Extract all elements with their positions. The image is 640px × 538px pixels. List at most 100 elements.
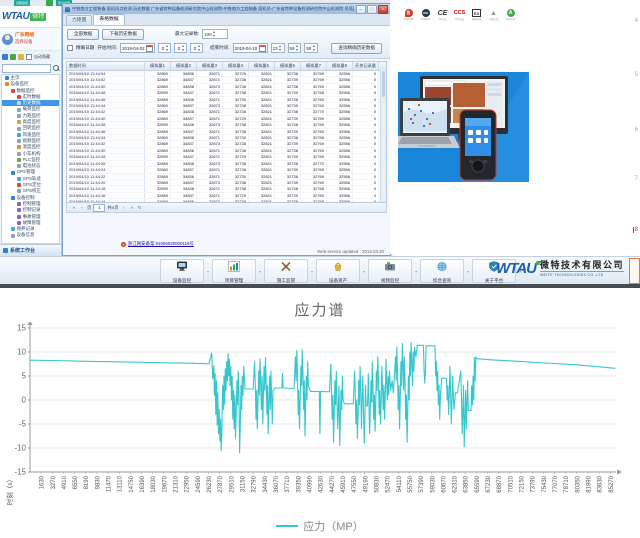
tree-item-16[interactable]: GPS轨迹	[2, 176, 59, 182]
start-minute-spinner[interactable]: 0	[174, 43, 188, 53]
end-hour-spinner[interactable]: 23	[270, 43, 285, 53]
end-minute-spinner[interactable]: 59	[287, 43, 302, 53]
tree-item-4[interactable]: 历史数据	[2, 100, 59, 107]
spinner-arrows-icon[interactable]	[197, 45, 201, 51]
column-header[interactable]: 模拟量3	[197, 62, 223, 70]
filing-link[interactable]: 浙江网安备案 61055020000118号	[128, 241, 194, 246]
table-row[interactable]: 2019/04/10 11:44:14 32860 34836 32673 32738 3…	[67, 199, 386, 202]
tree-item-1[interactable]: 设备监控	[2, 81, 59, 87]
scrollbar-thumb[interactable]	[382, 71, 385, 97]
tree-item-22[interactable]: 事故管理	[2, 214, 59, 220]
tree-item-10[interactable]: 视频监控	[2, 138, 59, 144]
tree-item-2[interactable]: 数据监控	[2, 88, 59, 94]
table-row[interactable]: 2019/04/10 11:44:46 32869 34836 32671 32730 3…	[67, 96, 386, 104]
table-row[interactable]: 2019/04/10 11:44:28 32899 34837 32671 32729 3…	[67, 154, 386, 161]
spinner-arrows-icon[interactable]	[295, 45, 299, 51]
table-row[interactable]: 2019/04/10 11:44:16 32869 34837 32671 32729 3…	[67, 192, 386, 200]
spinner-arrows-icon[interactable]	[279, 45, 283, 51]
dropdown-caret-icon[interactable]: ▾	[259, 268, 262, 274]
max-records-spinner[interactable]: 100	[202, 29, 229, 39]
tree-item-20[interactable]: 控制管理	[2, 201, 59, 207]
tree-item-13[interactable]: PLC监控	[2, 157, 59, 163]
tree-item-15[interactable]: GPS管理	[2, 169, 59, 175]
column-header[interactable]: 模拟量5	[249, 62, 275, 70]
pager-first-button[interactable]: «	[72, 205, 76, 210]
tree-item-18[interactable]: GPS校正	[2, 188, 59, 194]
dropdown-caret-icon[interactable]: ▾	[467, 268, 470, 274]
query-precise-history-button[interactable]: 查询精确历史数据	[331, 42, 383, 54]
workbench-bar[interactable]: 系统工作台	[0, 244, 61, 256]
device-search-input[interactable]	[2, 63, 51, 73]
table-row[interactable]: 2019/04/10 11:44:18 32899 34838 32671 32738 3…	[67, 186, 386, 193]
column-header[interactable]: 模拟量7	[301, 62, 327, 70]
tree-item-8[interactable]: 回转监控	[2, 125, 59, 131]
tree-item-25[interactable]: 设备信息	[2, 232, 59, 238]
launcher-button-shield[interactable]: 关于平台	[472, 259, 517, 283]
table-row[interactable]: 2019/04/10 11:44:48 32899 34837 32671 32738 3…	[67, 90, 386, 97]
table-row[interactable]: 2019/04/10 11:44:52 32869 34837 32671 32738 3…	[67, 77, 386, 84]
auto-hide-checkbox[interactable]	[26, 53, 32, 60]
table-row[interactable]: 2019/04/10 11:44:54 32860 34836 32671 32729 3…	[67, 71, 386, 78]
tree-item-9[interactable]: 风速监控	[2, 132, 59, 138]
tree-item-12[interactable]: 小车机构	[2, 151, 59, 157]
pager-refresh-icon[interactable]: ↻	[137, 204, 142, 210]
refresh-icon[interactable]	[10, 53, 16, 60]
dropdown-caret-icon[interactable]: ▾	[363, 268, 366, 274]
dropdown-caret-icon[interactable]: ▾	[311, 268, 314, 274]
all-data-button[interactable]: 全部数据	[67, 28, 100, 40]
pager-last-button[interactable]: »	[130, 205, 133, 210]
tree-item-6[interactable]: 力矩监控	[2, 113, 59, 119]
dropdown-caret-icon[interactable]: ▾	[415, 268, 418, 274]
spinner-arrows-icon[interactable]	[312, 45, 316, 51]
tree-item-11[interactable]: 温度监控	[2, 144, 59, 150]
precise-date-checkbox[interactable]	[67, 45, 73, 51]
table-row[interactable]: 2019/04/10 11:44:42 32869 34838 32671 32738 3…	[67, 109, 386, 116]
column-header[interactable]: 模拟量1	[145, 62, 171, 70]
download-history-button[interactable]: 下载历史数据	[102, 28, 144, 40]
spinner-arrows-icon[interactable]	[181, 45, 185, 51]
dropdown-caret-icon[interactable]: ▾	[207, 268, 210, 274]
tree-item-21[interactable]: 控制记录	[2, 207, 59, 213]
table-row[interactable]: 2019/04/10 11:44:40 32869 34837 32671 32729 3…	[67, 115, 386, 123]
tree-item-3[interactable]: 实时数据	[2, 94, 59, 100]
close-button[interactable]: ×	[378, 4, 388, 14]
start-date-picker[interactable]: 2019-04-02	[120, 43, 156, 53]
tab-moment-chart[interactable]: 力矩图	[66, 15, 93, 25]
top-strip-chip[interactable]: 远程监控	[14, 0, 31, 6]
launcher-button-asset[interactable]: 设备资产	[316, 259, 361, 283]
table-row[interactable]: 2019/04/10 11:44:50 32869 34838 32673 32738 3…	[67, 83, 386, 91]
search-icon[interactable]	[53, 65, 59, 71]
column-header[interactable]: 模拟量2	[171, 62, 197, 70]
pager-next-button[interactable]: ›	[122, 205, 125, 210]
table-row[interactable]: 2019/04/10 11:44:20 32869 34837 32673 32738 3…	[67, 179, 386, 187]
tab-table-data[interactable]: 表格数据	[93, 14, 125, 25]
launcher-button-camera[interactable]: 视频监控	[368, 259, 413, 283]
tree-item-5[interactable]: 载荷监控	[2, 106, 59, 112]
table-row[interactable]: 2019/04/10 11:44:38 32899 34836 32673 32738 3…	[67, 122, 386, 129]
launcher-button-monitor[interactable]: 设备监控	[160, 259, 204, 283]
launcher-button-tools[interactable]: 施工监管	[264, 259, 309, 283]
window-titlebar[interactable]: 中铁南方工程装备 塔机吊点检测 历史数据 广东省特种设备检测研究院中山检测院-中…	[63, 4, 390, 14]
tree-item-0[interactable]: 主页	[2, 75, 59, 81]
table-scrollbar[interactable]	[380, 70, 386, 202]
end-date-picker[interactable]: 2019-04-10	[232, 43, 268, 53]
tree-item-17[interactable]: GPS定位	[2, 182, 59, 188]
calendar-icon[interactable]	[258, 44, 266, 52]
start-second-spinner[interactable]: 0	[190, 43, 204, 53]
spinner-arrows-icon[interactable]	[165, 45, 169, 51]
folder-icon[interactable]	[18, 53, 24, 60]
tree-item-7[interactable]: 高度监控	[2, 119, 59, 125]
column-header[interactable]: 模拟量6	[275, 62, 301, 70]
pager-prev-button[interactable]: ‹	[81, 205, 83, 210]
column-header[interactable]: 开关记录量	[353, 62, 379, 70]
tree-item-23[interactable]: 故障管理	[2, 220, 59, 226]
launcher-button-chart[interactable]: 项目管理	[212, 259, 257, 283]
table-row[interactable]: 2019/04/10 11:44:34 32860 34838 32671 32730 3…	[67, 135, 386, 142]
tree-item-19[interactable]: 设备控制	[2, 195, 59, 201]
minimize-button[interactable]: –	[356, 4, 366, 14]
pager-page-input[interactable]: 1	[93, 203, 106, 212]
tree-item-14[interactable]: 电池状态	[2, 163, 59, 169]
select-device-link[interactable]: 选择设备	[15, 39, 33, 44]
column-header[interactable]: 模拟量4	[223, 62, 249, 70]
column-header[interactable]: 数据时间	[67, 62, 145, 70]
